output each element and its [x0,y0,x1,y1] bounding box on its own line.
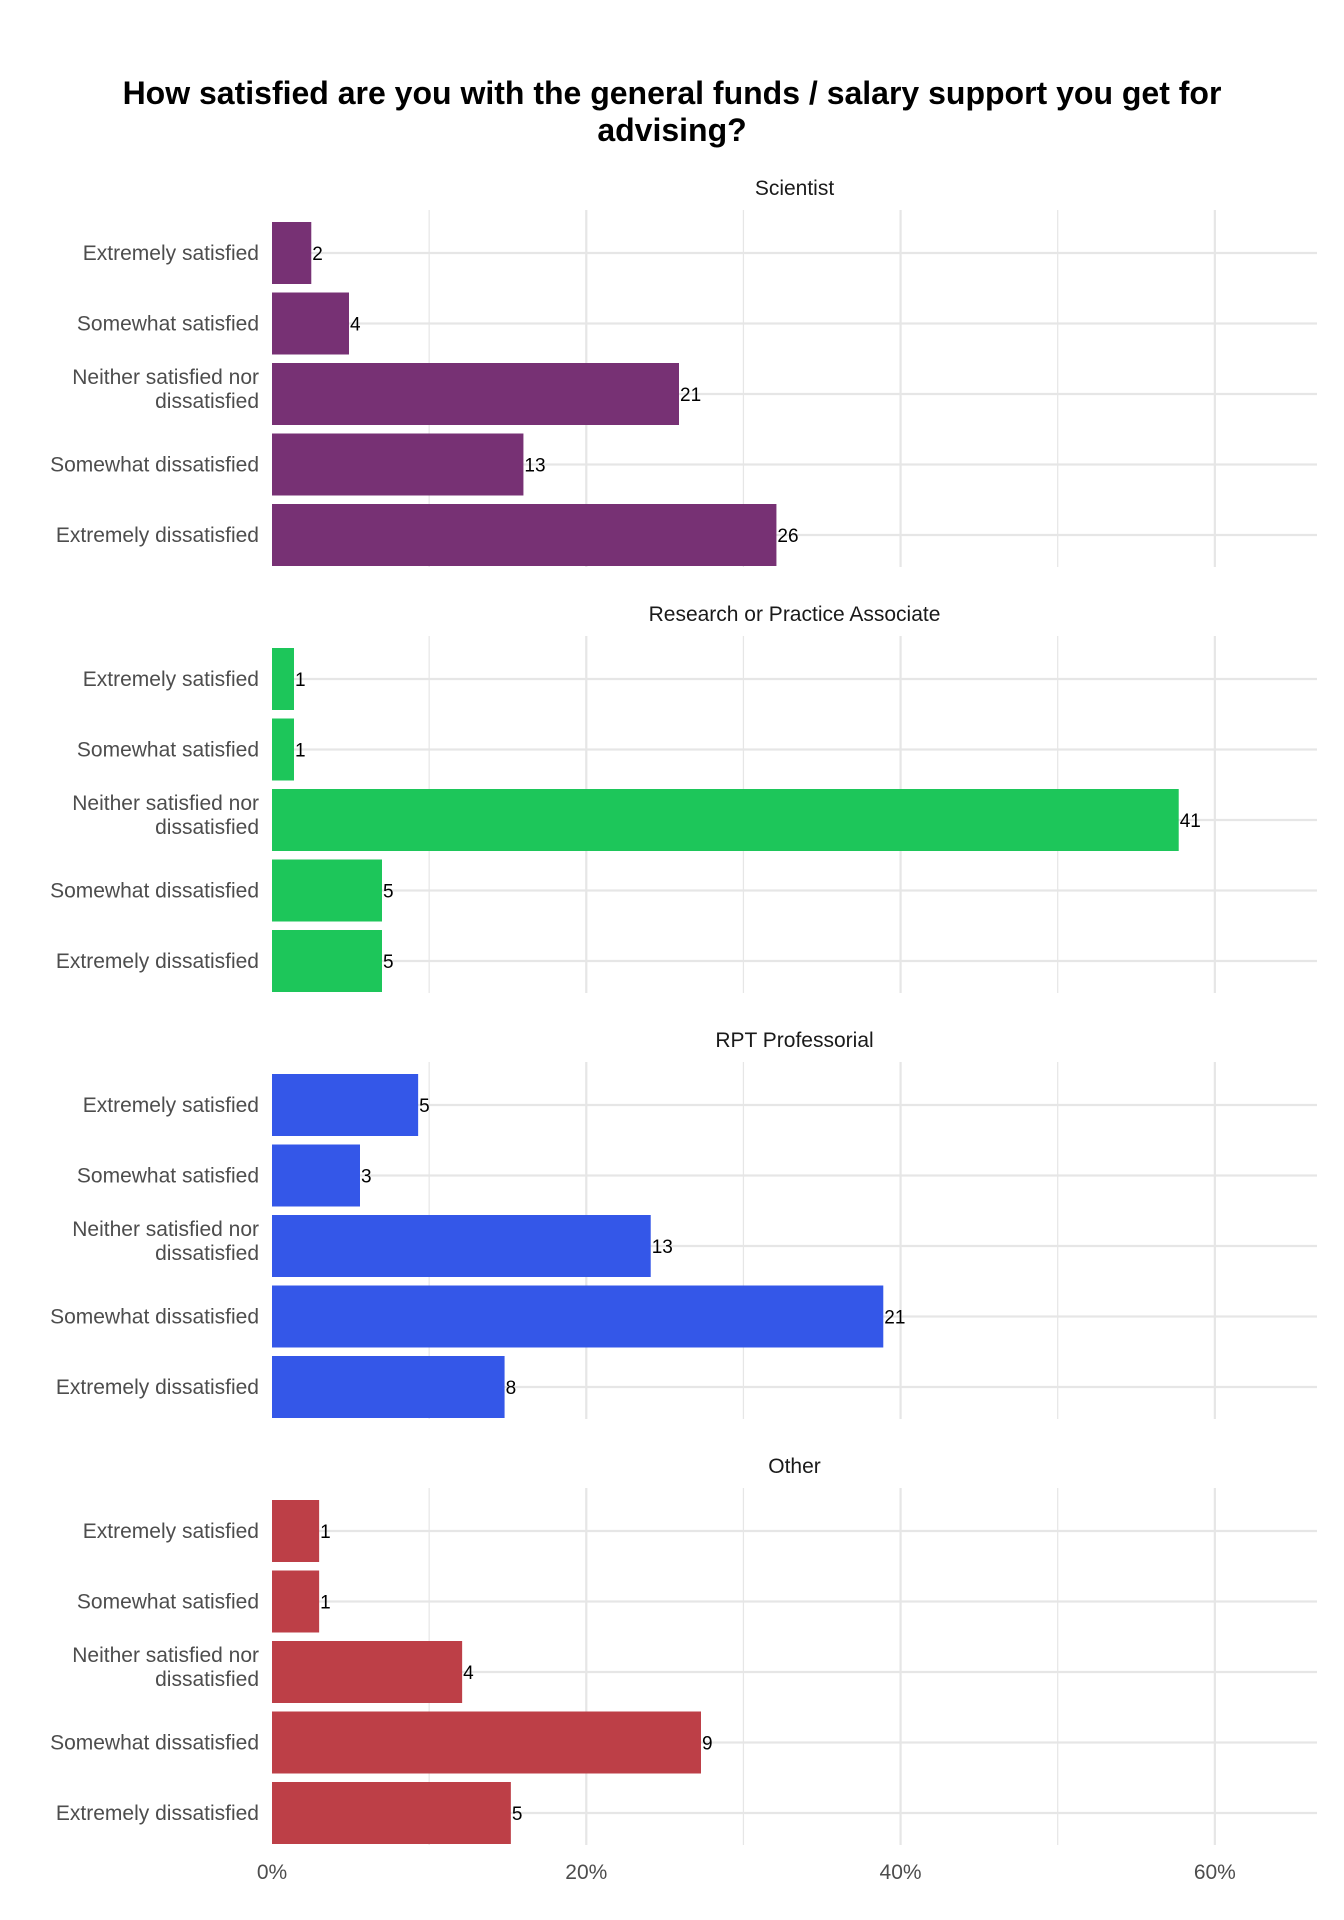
x-tick-label: 20% [565,1861,607,1884]
bar-count-label: 13 [652,1237,673,1258]
chart-title-line-2: advising? [597,112,746,148]
bar-count-label: 1 [295,670,306,691]
chart-title: How satisfied are you with the general f… [123,75,1222,148]
category-label: Extremely dissatisfied [56,950,259,973]
bar [272,718,294,781]
bar [272,504,777,566]
bar-count-label: 1 [295,741,306,762]
category-label: Extremely satisfied [83,668,259,691]
bar-count-label: 21 [680,385,701,406]
x-axis: 0% 20% 40% 60% [257,1861,1236,1884]
bar [272,930,382,992]
facet-strip-label: RPT Professorial [715,1029,873,1052]
category-label: Somewhat satisfied [77,1165,259,1188]
category-label: Extremely satisfied [83,1520,259,1543]
bar-count-label: 5 [419,1096,430,1117]
bar [272,1782,511,1844]
bar-count-label: 4 [463,1663,474,1684]
x-tick-label: 60% [1194,1861,1236,1884]
bar [272,363,679,425]
bar [272,1356,505,1418]
facet-panel-1: Scientist 2 Extremely satisfied 4 Somewhat s… [50,177,1317,567]
bar [272,222,312,284]
bar [272,1285,884,1348]
category-label: Somewhat dissatisfied [50,454,259,477]
bar-count-label: 4 [350,315,361,336]
category-label: Neither satisfied nor dissatisfied [72,1644,259,1691]
x-tick-label: 0% [257,1861,287,1884]
bar-count-label: 5 [512,1804,523,1825]
facet-strip-label: Scientist [755,177,835,200]
bar [272,1500,320,1562]
bar-count-label: 8 [506,1378,517,1399]
bar-count-label: 1 [320,1593,331,1614]
bar-count-label: 9 [702,1734,713,1755]
bar [272,789,1179,851]
chart-panels: Scientist 2 Extremely satisfied 4 Somewhat s… [50,177,1317,1845]
category-label: Extremely satisfied [83,1094,259,1117]
bar [272,1144,360,1207]
category-label: Somewhat dissatisfied [50,1732,259,1755]
bar [272,859,382,922]
category-label: Somewhat satisfied [77,313,259,336]
category-label: Extremely satisfied [83,242,259,265]
facet-strip-label: Other [768,1455,821,1478]
facet-panel-2: Research or Practice Associate 1 Extremely… [50,603,1317,993]
category-label: Extremely dissatisfied [56,524,259,547]
category-label: Somewhat dissatisfied [50,1306,259,1329]
bar [272,1215,651,1277]
bar-count-label: 13 [524,456,545,477]
bar [272,1641,463,1703]
bar-count-label: 5 [383,952,394,973]
category-label: Somewhat dissatisfied [50,880,259,903]
bar-count-label: 3 [361,1167,372,1188]
category-label: Somewhat satisfied [77,1591,259,1614]
bar [272,1570,320,1633]
bar-count-label: 5 [383,882,394,903]
bar-count-label: 26 [777,526,798,547]
category-label: Neither satisfied nor dissatisfied [72,366,259,413]
bar [272,292,349,355]
bar [272,1074,419,1136]
category-label: Neither satisfied nor dissatisfied [72,792,259,839]
facet-strip-label: Research or Practice Associate [649,603,941,626]
bar [272,648,294,710]
bar [272,433,524,496]
category-label: Extremely dissatisfied [56,1802,259,1825]
chart-title-line-1: How satisfied are you with the general f… [123,75,1222,111]
facet-panel-4: Other 1 Extremely satisfied 1 Somewhat satis… [50,1455,1317,1845]
bar-count-label: 41 [1180,811,1201,832]
bar-count-label: 2 [312,244,323,265]
category-label: Somewhat satisfied [77,739,259,762]
category-label: Neither satisfied nor dissatisfied [72,1218,259,1265]
bar [272,1711,701,1774]
x-tick-label: 40% [880,1861,922,1884]
category-label: Extremely dissatisfied [56,1376,259,1399]
facet-panel-3: RPT Professorial 5 Extremely satisfied 3 Som… [50,1029,1317,1419]
bar-count-label: 1 [320,1522,331,1543]
bar-count-label: 21 [884,1308,905,1329]
